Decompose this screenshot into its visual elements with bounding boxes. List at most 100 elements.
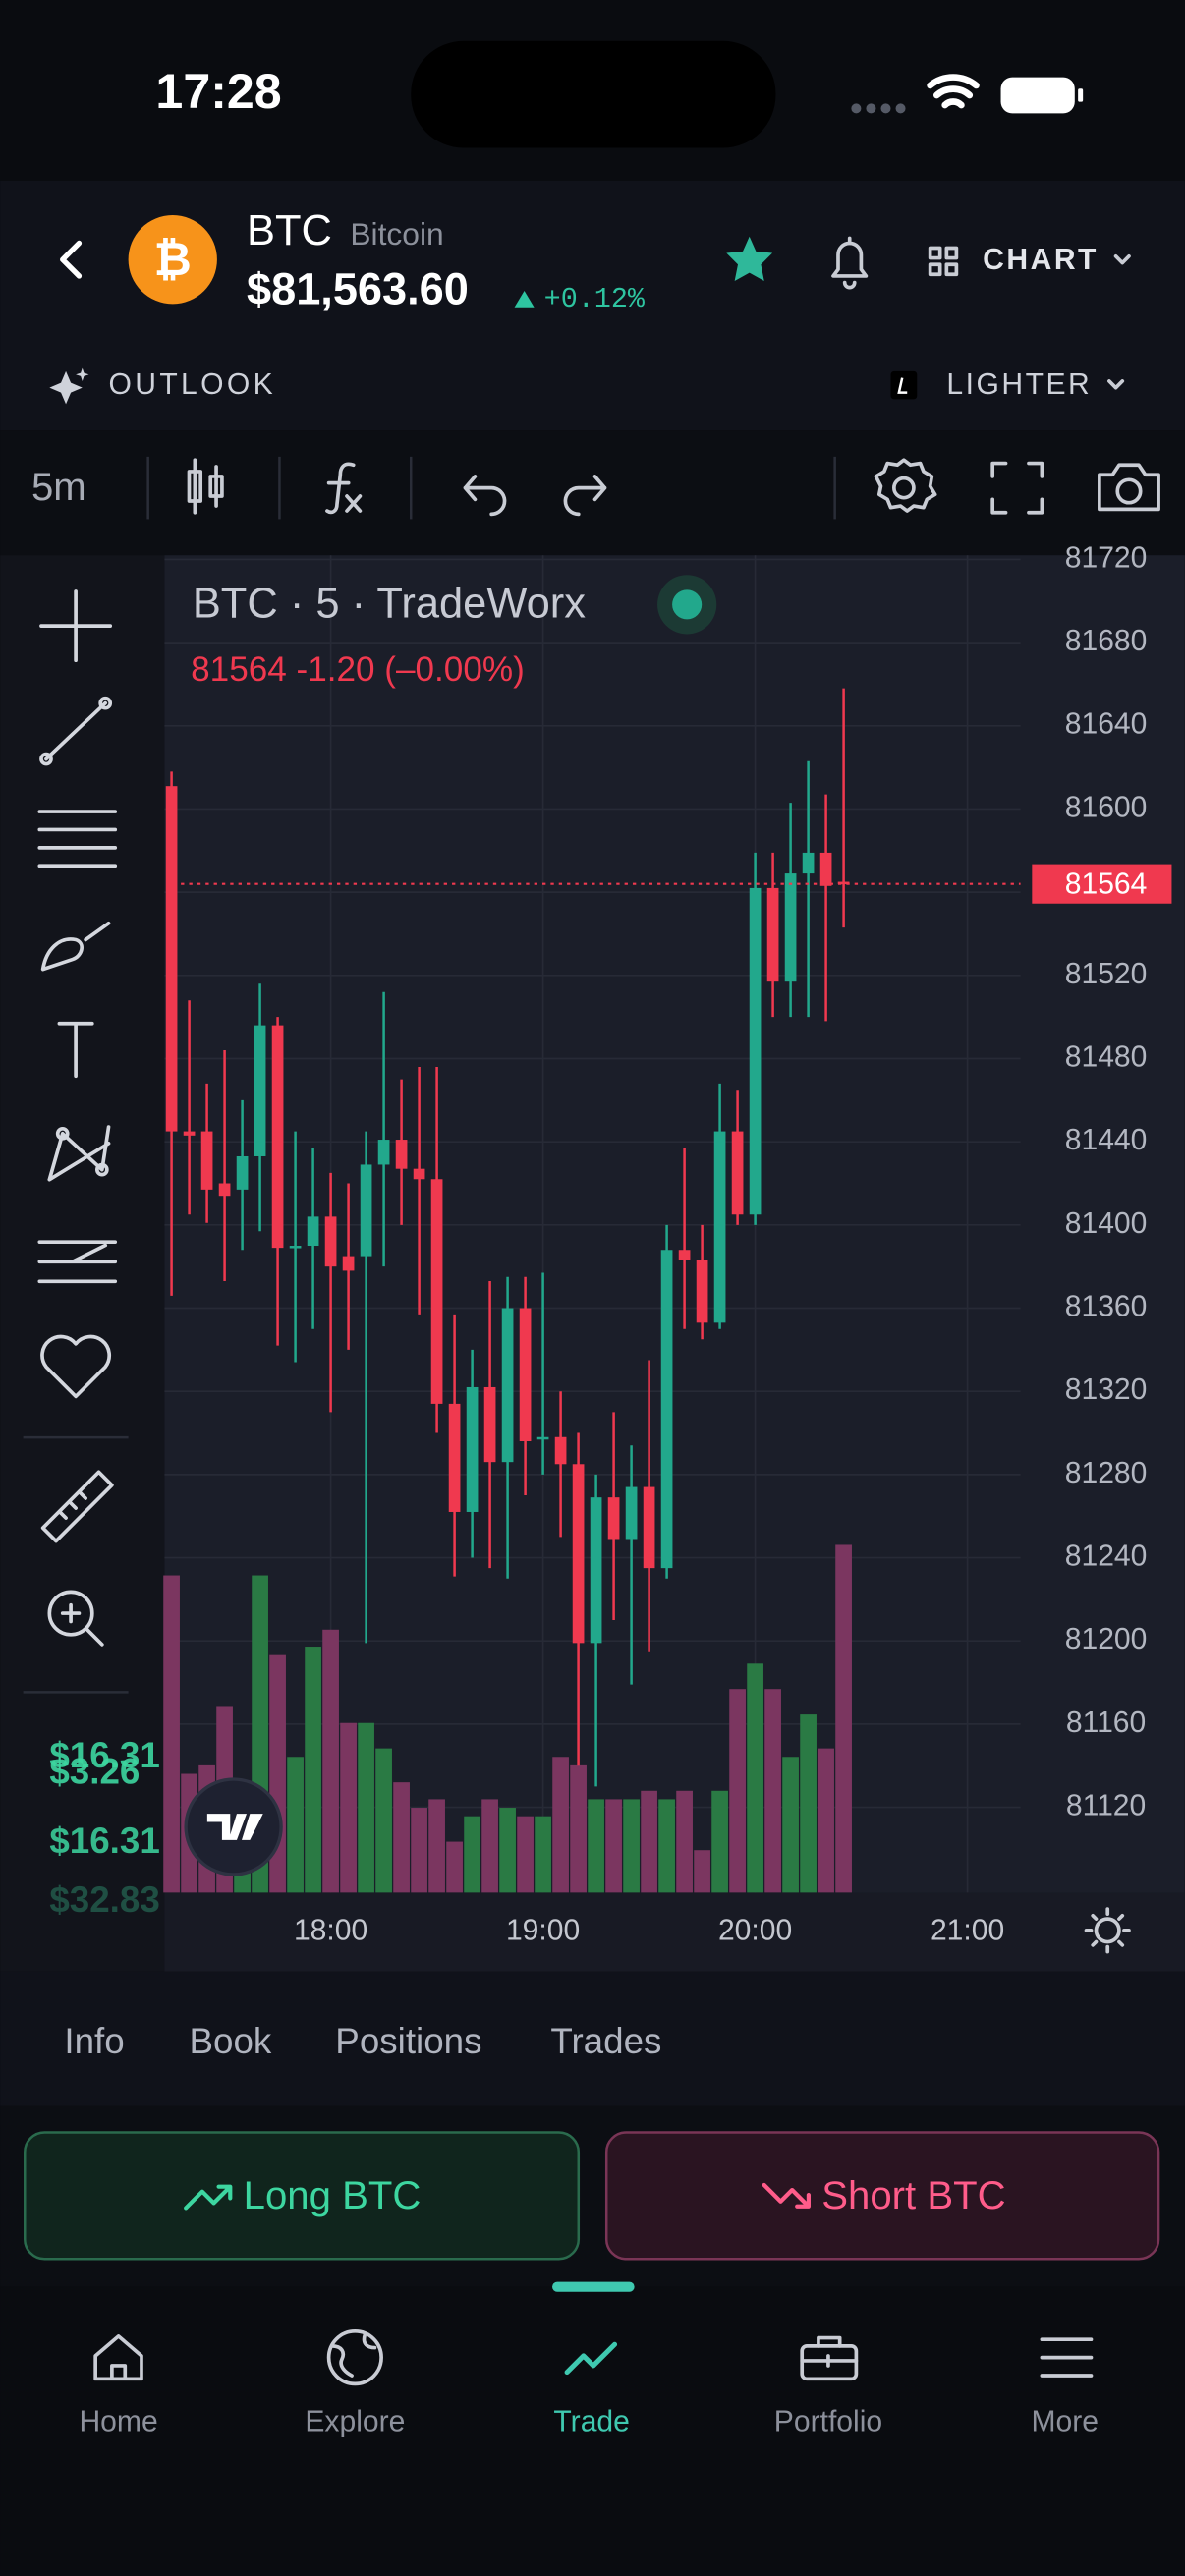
volume-bar bbox=[464, 1816, 480, 1893]
candle-body bbox=[218, 1183, 231, 1197]
nav-item[interactable]: Trade bbox=[553, 2405, 629, 2437]
overlay-value: $16.31 bbox=[49, 1735, 159, 1775]
volume-bar bbox=[358, 1722, 374, 1893]
nav-item[interactable]: Explore bbox=[305, 2405, 405, 2437]
volume-bar bbox=[393, 1782, 410, 1893]
candle-body bbox=[200, 1131, 213, 1190]
candle-body bbox=[448, 1403, 461, 1512]
volume-bar bbox=[729, 1689, 746, 1893]
long-label[interactable]: Long BTC bbox=[244, 2173, 422, 2217]
volume-bar bbox=[676, 1790, 693, 1893]
y-tick-label: 81360 bbox=[1065, 1290, 1148, 1322]
price-change: +0.12% bbox=[544, 283, 646, 315]
candle-body bbox=[784, 873, 797, 982]
volume-bar bbox=[305, 1647, 321, 1893]
chart-legend: 81564 -1.20 (–0.00%) bbox=[191, 650, 525, 689]
y-tick-label: 81280 bbox=[1065, 1457, 1148, 1489]
nav-item[interactable]: Portfolio bbox=[774, 2405, 882, 2437]
symbol: BTC bbox=[247, 207, 332, 254]
volume-bar bbox=[782, 1757, 799, 1893]
y-tick-label: 81640 bbox=[1065, 708, 1148, 741]
y-tick-label: 81440 bbox=[1065, 1124, 1148, 1156]
coin-logo: ₿ bbox=[154, 234, 192, 285]
venue[interactable]: LIGHTER bbox=[946, 368, 1092, 401]
candle-body bbox=[430, 1179, 443, 1404]
volume-bar bbox=[446, 1841, 463, 1893]
candle-body bbox=[307, 1216, 319, 1247]
alerts[interactable] bbox=[831, 236, 869, 290]
volume-bar bbox=[641, 1790, 657, 1893]
volume-bar bbox=[428, 1799, 445, 1893]
candle-body bbox=[324, 1216, 337, 1267]
volume-bar bbox=[800, 1714, 817, 1893]
x-tick-label: 21:00 bbox=[931, 1914, 1004, 1946]
favorite[interactable] bbox=[726, 236, 773, 281]
y-tick-label: 81720 bbox=[1065, 541, 1148, 574]
candle-body bbox=[183, 1131, 196, 1136]
volume-bar bbox=[481, 1799, 498, 1893]
volume-bar bbox=[517, 1816, 534, 1893]
volume-bar bbox=[605, 1799, 622, 1893]
candle-body bbox=[165, 786, 178, 1132]
candle-body bbox=[731, 1131, 744, 1215]
volume-bar bbox=[764, 1689, 781, 1893]
candle-body bbox=[254, 1025, 266, 1156]
y-tick-label: 81160 bbox=[1066, 1707, 1146, 1739]
tab[interactable]: Book bbox=[189, 2021, 271, 2061]
candle-body bbox=[802, 852, 815, 874]
candle-body bbox=[377, 1140, 390, 1165]
volume-bar bbox=[552, 1757, 569, 1893]
y-tick-label: 81400 bbox=[1065, 1207, 1148, 1240]
short-label[interactable]: Short BTC bbox=[821, 2173, 1005, 2217]
volume-bar bbox=[623, 1799, 640, 1893]
asset-name: Bitcoin bbox=[350, 216, 443, 252]
candle-body bbox=[625, 1486, 638, 1540]
volume-bar bbox=[835, 1544, 852, 1893]
overlay-value: $3.26 bbox=[49, 1752, 140, 1792]
short-button[interactable] bbox=[604, 2131, 1160, 2261]
candle-body bbox=[660, 1250, 673, 1569]
candle-body bbox=[271, 1025, 284, 1249]
y-tick-label: 81320 bbox=[1065, 1373, 1148, 1406]
candle-body bbox=[483, 1386, 496, 1463]
volume-bar bbox=[499, 1808, 516, 1893]
candle-body bbox=[749, 887, 762, 1215]
last-price-label: 81564 bbox=[1065, 868, 1148, 900]
volume-bar bbox=[340, 1722, 357, 1893]
y-tick-label: 81600 bbox=[1065, 791, 1148, 823]
y-tick-label: 81520 bbox=[1065, 958, 1148, 990]
volume-bar bbox=[588, 1799, 604, 1893]
candle-body bbox=[360, 1164, 372, 1257]
candle-body bbox=[696, 1260, 708, 1323]
interval[interactable]: 5m bbox=[31, 465, 86, 509]
y-tick-label: 81120 bbox=[1066, 1790, 1146, 1822]
outlook[interactable]: OUTLOOK bbox=[109, 368, 276, 401]
candle-body bbox=[466, 1386, 479, 1512]
volume-bar bbox=[163, 1575, 180, 1893]
candle-body bbox=[837, 881, 850, 885]
volume-bar bbox=[711, 1790, 728, 1893]
y-tick-label: 81680 bbox=[1065, 625, 1148, 657]
long-button[interactable] bbox=[24, 2131, 581, 2261]
nav-item[interactable]: Home bbox=[79, 2405, 157, 2437]
candle-body bbox=[395, 1140, 408, 1169]
tab[interactable]: Trades bbox=[550, 2021, 661, 2061]
candle-body bbox=[643, 1486, 655, 1569]
candle-body bbox=[572, 1464, 585, 1644]
last-price-tag bbox=[1032, 864, 1172, 904]
view-selector[interactable]: CHART bbox=[983, 244, 1099, 276]
nav-item[interactable]: More bbox=[1031, 2405, 1099, 2437]
volume-bar bbox=[747, 1663, 763, 1893]
tab[interactable]: Info bbox=[64, 2021, 124, 2061]
volume-bar bbox=[287, 1757, 304, 1893]
candle-body bbox=[536, 1436, 549, 1440]
candle-body bbox=[413, 1168, 425, 1180]
status-time: 17:28 bbox=[155, 64, 281, 119]
candle-body bbox=[713, 1131, 726, 1323]
candle-body bbox=[819, 852, 832, 886]
volume-bar bbox=[694, 1850, 710, 1893]
tab[interactable]: Positions bbox=[335, 2021, 481, 2061]
candle-body bbox=[678, 1250, 691, 1260]
